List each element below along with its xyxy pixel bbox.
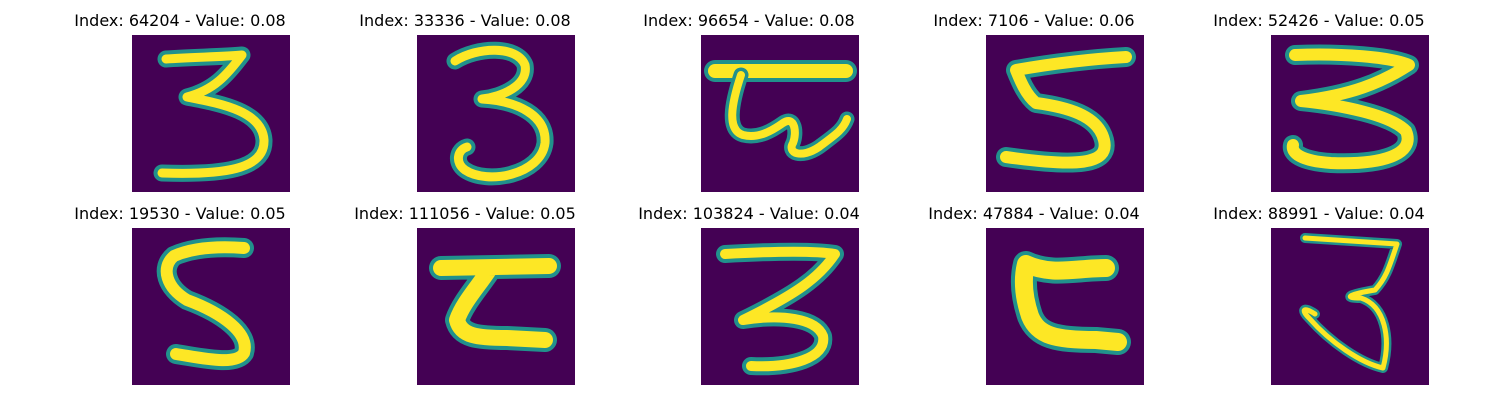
glyph-digit-5 [996, 47, 1136, 173]
cell-title: Index: 33336 - Value: 0.08 [359, 11, 571, 30]
glyph-character-hooked-3 [1299, 233, 1402, 373]
grid-cell: Index: 7106 - Value: 0.06 [884, 0, 1184, 192]
cell-title: Index: 19530 - Value: 0.05 [74, 204, 286, 223]
grid-cell: Index: 19530 - Value: 0.05 [30, 193, 330, 385]
cell-image [1271, 228, 1429, 385]
glyph-character-with-top-bar [704, 60, 857, 162]
cell-image [132, 228, 290, 385]
cell-image [701, 228, 859, 385]
cell-title: Index: 111056 - Value: 0.05 [354, 204, 576, 223]
grid-cell: Index: 52426 - Value: 0.05 [1169, 0, 1469, 192]
cell-title: Index: 96654 - Value: 0.08 [643, 11, 855, 30]
glyph-digit-3 [1282, 44, 1419, 174]
cell-title: Index: 88991 - Value: 0.04 [1213, 204, 1425, 223]
grid-cell: Index: 33336 - Value: 0.08 [315, 0, 615, 192]
cell-image [1271, 35, 1429, 192]
glyph-digit-3 [153, 46, 273, 182]
cell-image [986, 228, 1144, 385]
cell-image [417, 35, 575, 192]
cell-title: Index: 7106 - Value: 0.06 [933, 11, 1135, 30]
grid-cell: Index: 96654 - Value: 0.08 [599, 0, 899, 192]
glyph-character-z-shape [429, 254, 561, 352]
cell-image [132, 35, 290, 192]
cell-image [701, 35, 859, 192]
grid-cell: Index: 64204 - Value: 0.08 [30, 0, 330, 192]
cell-title: Index: 52426 - Value: 0.05 [1213, 11, 1425, 30]
cell-image [986, 35, 1144, 192]
glyph-digit-3 [446, 41, 554, 186]
cell-title: Index: 103824 - Value: 0.04 [638, 204, 860, 223]
cell-title: Index: 47884 - Value: 0.04 [928, 204, 1140, 223]
grid-cell: Index: 88991 - Value: 0.04 [1169, 193, 1469, 385]
grid-cell: Index: 111056 - Value: 0.05 [315, 193, 615, 385]
glyph-character-c-shape [1010, 251, 1131, 355]
glyph-digit-3 [716, 242, 844, 376]
cell-image [417, 228, 575, 385]
grid-cell: Index: 47884 - Value: 0.04 [884, 193, 1184, 385]
grid-cell: Index: 103824 - Value: 0.04 [599, 193, 899, 385]
glyph-digit-5 [156, 237, 255, 371]
cell-title: Index: 64204 - Value: 0.08 [74, 11, 286, 30]
